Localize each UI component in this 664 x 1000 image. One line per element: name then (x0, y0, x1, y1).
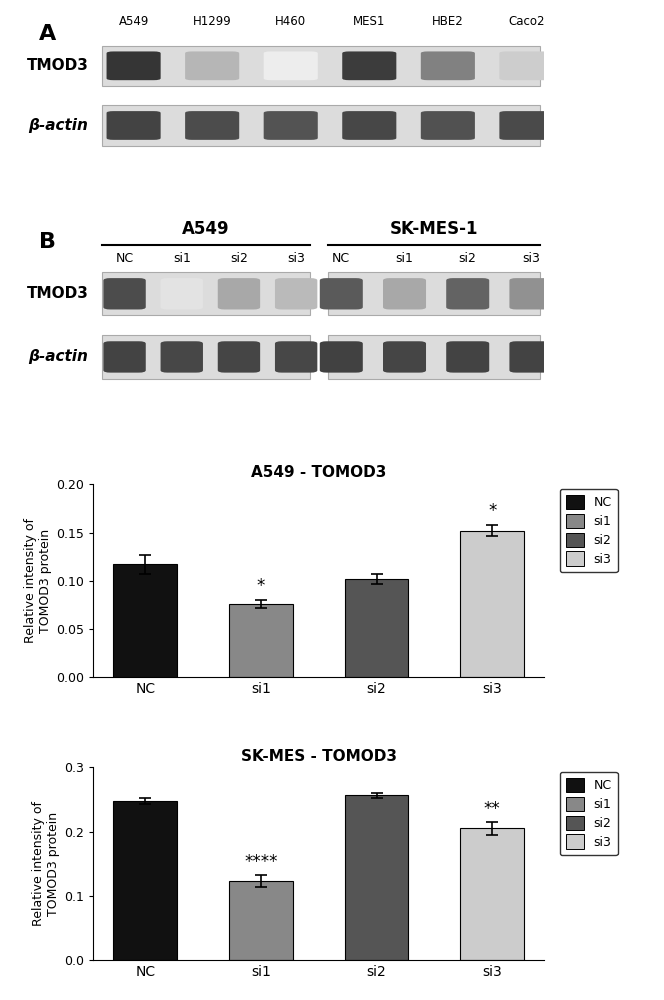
FancyBboxPatch shape (218, 278, 260, 309)
FancyBboxPatch shape (102, 272, 309, 315)
Title: A549 - TOMOD3: A549 - TOMOD3 (251, 465, 386, 480)
Text: H460: H460 (275, 15, 306, 28)
Bar (229, 881, 293, 960)
FancyBboxPatch shape (102, 335, 309, 379)
Y-axis label: Relative intensity of
TOMOD3 protein: Relative intensity of TOMOD3 protein (32, 801, 60, 926)
Legend: NC, si1, si2, si3: NC, si1, si2, si3 (560, 489, 618, 572)
FancyBboxPatch shape (342, 51, 396, 80)
FancyBboxPatch shape (185, 111, 239, 140)
Text: si2: si2 (459, 252, 477, 265)
FancyBboxPatch shape (421, 111, 475, 140)
Text: A549: A549 (118, 15, 149, 28)
FancyBboxPatch shape (421, 51, 475, 80)
FancyBboxPatch shape (275, 341, 317, 373)
Text: A549: A549 (182, 220, 230, 238)
FancyBboxPatch shape (218, 341, 260, 373)
FancyBboxPatch shape (509, 341, 552, 373)
FancyBboxPatch shape (102, 46, 540, 86)
Text: *: * (488, 502, 497, 520)
FancyBboxPatch shape (264, 111, 318, 140)
FancyBboxPatch shape (102, 105, 540, 146)
Bar (345, 579, 408, 677)
Text: β-actin: β-actin (29, 118, 88, 133)
Text: B: B (39, 232, 56, 252)
FancyBboxPatch shape (106, 111, 161, 140)
Bar (345, 795, 408, 960)
Bar (114, 801, 177, 960)
Text: TMOD3: TMOD3 (27, 58, 88, 73)
FancyBboxPatch shape (104, 278, 146, 309)
Text: ****: **** (244, 853, 278, 871)
FancyBboxPatch shape (104, 341, 146, 373)
Text: H1299: H1299 (193, 15, 232, 28)
Bar (114, 564, 177, 677)
Bar (460, 531, 524, 677)
FancyBboxPatch shape (328, 272, 540, 315)
Text: si1: si1 (173, 252, 191, 265)
FancyBboxPatch shape (320, 278, 363, 309)
Text: si3: si3 (288, 252, 305, 265)
FancyBboxPatch shape (499, 111, 554, 140)
Y-axis label: Relative intensity of
TOMOD3 protein: Relative intensity of TOMOD3 protein (24, 518, 52, 643)
Text: SK-MES-1: SK-MES-1 (390, 220, 478, 238)
FancyBboxPatch shape (383, 341, 426, 373)
FancyBboxPatch shape (320, 341, 363, 373)
Text: HBE2: HBE2 (432, 15, 463, 28)
Text: si1: si1 (396, 252, 414, 265)
FancyBboxPatch shape (446, 278, 489, 309)
FancyBboxPatch shape (161, 341, 203, 373)
Text: NC: NC (332, 252, 351, 265)
FancyBboxPatch shape (342, 111, 396, 140)
Text: A: A (39, 24, 56, 44)
FancyBboxPatch shape (275, 278, 317, 309)
FancyBboxPatch shape (509, 278, 552, 309)
Text: MES1: MES1 (353, 15, 386, 28)
Text: NC: NC (116, 252, 133, 265)
Text: TMOD3: TMOD3 (27, 286, 88, 301)
FancyBboxPatch shape (328, 335, 540, 379)
Text: β-actin: β-actin (29, 349, 88, 364)
Bar (460, 828, 524, 960)
FancyBboxPatch shape (185, 51, 239, 80)
FancyBboxPatch shape (161, 278, 203, 309)
Text: Caco2: Caco2 (508, 15, 544, 28)
FancyBboxPatch shape (446, 341, 489, 373)
Legend: NC, si1, si2, si3: NC, si1, si2, si3 (560, 772, 618, 855)
Title: SK-MES - TOMOD3: SK-MES - TOMOD3 (241, 749, 396, 764)
Text: *: * (257, 577, 265, 595)
FancyBboxPatch shape (106, 51, 161, 80)
FancyBboxPatch shape (383, 278, 426, 309)
FancyBboxPatch shape (264, 51, 318, 80)
Text: si3: si3 (522, 252, 540, 265)
Text: si2: si2 (230, 252, 248, 265)
Bar (229, 604, 293, 677)
FancyBboxPatch shape (499, 51, 554, 80)
Text: **: ** (484, 800, 501, 818)
